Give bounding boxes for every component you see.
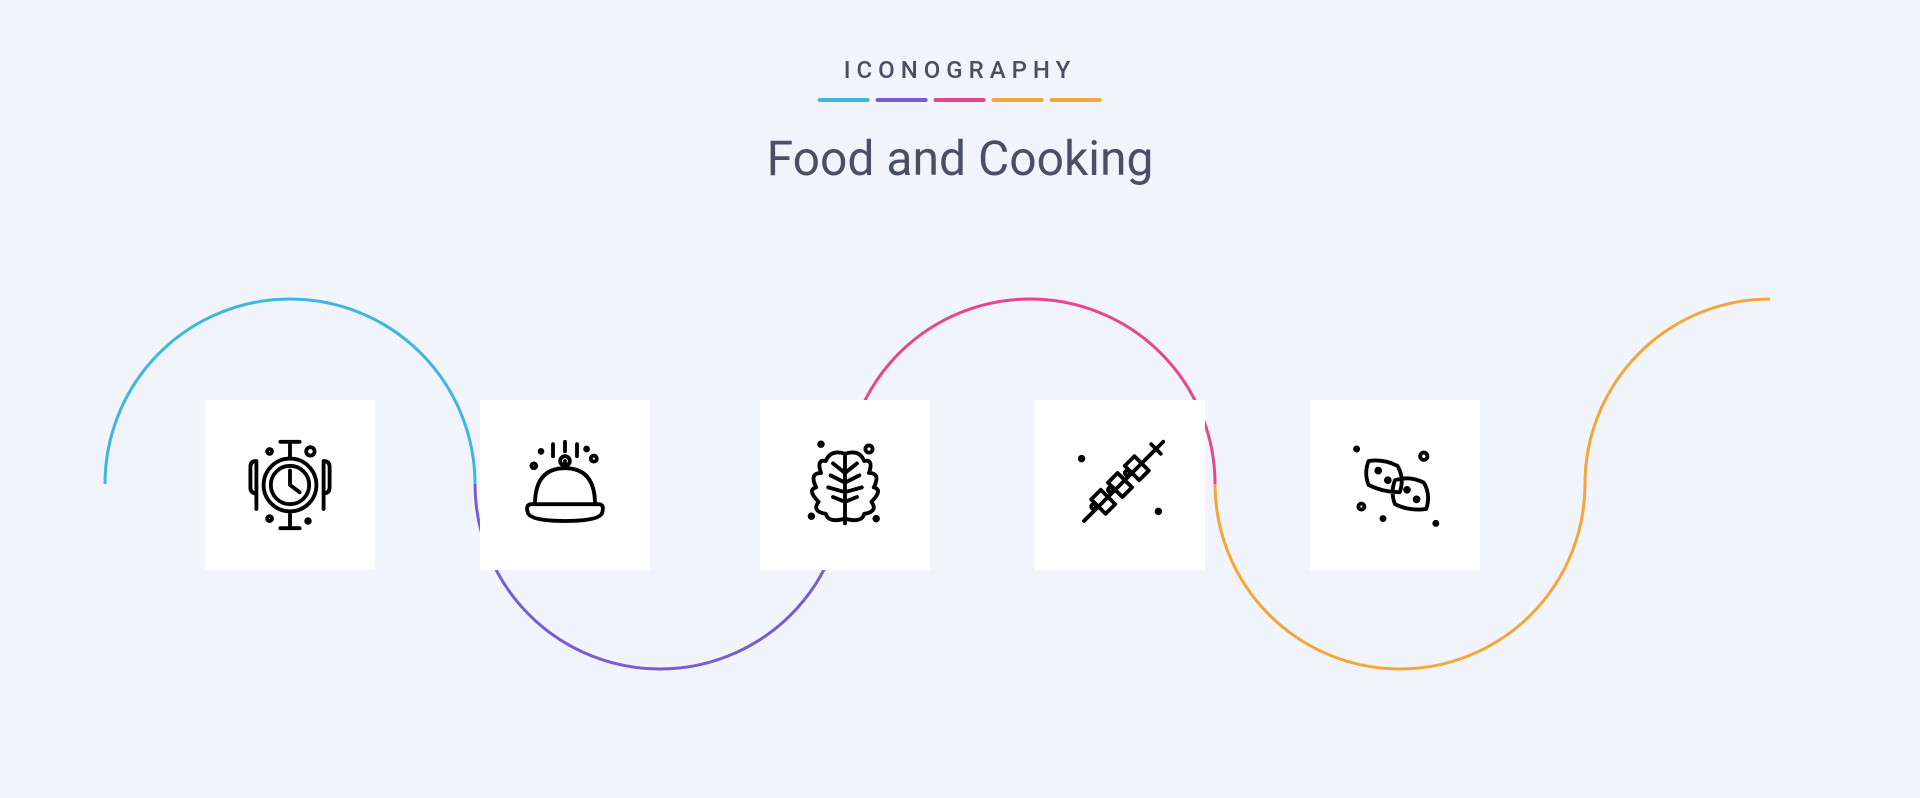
nachos-icon	[1335, 425, 1455, 545]
underline-segment	[876, 98, 928, 102]
underline-segment	[934, 98, 986, 102]
underline-segment	[1050, 98, 1102, 102]
icon-card	[480, 400, 650, 570]
header: ICONOGRAPHY Food and Cooking	[767, 56, 1154, 187]
icon-card	[1310, 400, 1480, 570]
serving-dish-icon	[505, 425, 625, 545]
underline-segment	[818, 98, 870, 102]
skewer-icon	[1060, 425, 1180, 545]
meal-time-icon	[230, 425, 350, 545]
brand-label: ICONOGRAPHY	[767, 56, 1154, 84]
page-title: Food and Cooking	[767, 130, 1154, 187]
icon-card	[1035, 400, 1205, 570]
icon-card	[205, 400, 375, 570]
icon-card	[760, 400, 930, 570]
brand-underline	[767, 98, 1154, 102]
oak-leaf-icon	[785, 425, 905, 545]
icon-row	[0, 400, 1920, 600]
underline-segment	[992, 98, 1044, 102]
